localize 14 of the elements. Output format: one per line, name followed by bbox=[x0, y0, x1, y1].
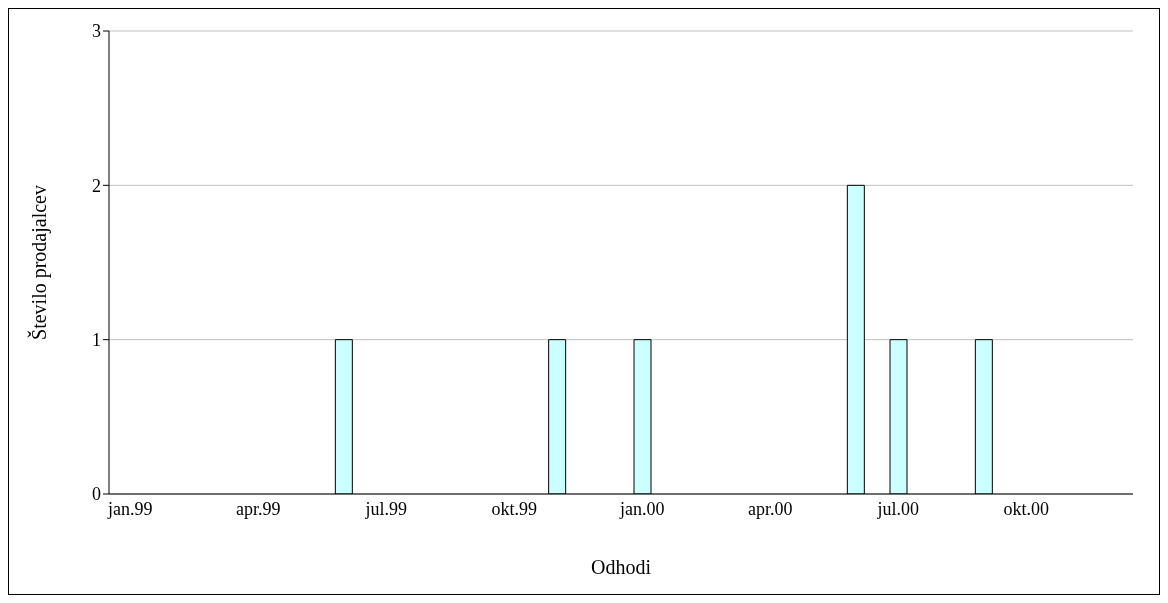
x-tick-label: okt.00 bbox=[1003, 498, 1050, 519]
x-tick-label: jan.00 bbox=[619, 498, 665, 519]
x-tick-label: apr.00 bbox=[748, 498, 793, 519]
y-tick-label: 0 bbox=[92, 484, 101, 505]
y-tick-label: 1 bbox=[92, 330, 101, 351]
x-tick-label: jul.99 bbox=[364, 498, 408, 519]
x-tick-label: jan.99 bbox=[107, 498, 153, 519]
x-tick-label: apr.99 bbox=[236, 498, 281, 519]
x-axis-title: Odhodi bbox=[591, 556, 652, 578]
x-tick-label: jul.00 bbox=[876, 498, 920, 519]
y-axis-title: Število prodajalcev bbox=[27, 185, 52, 340]
x-tick-label: okt.99 bbox=[491, 498, 538, 519]
y-tick-label: 3 bbox=[92, 21, 101, 42]
y-tick-label: 2 bbox=[92, 175, 101, 196]
